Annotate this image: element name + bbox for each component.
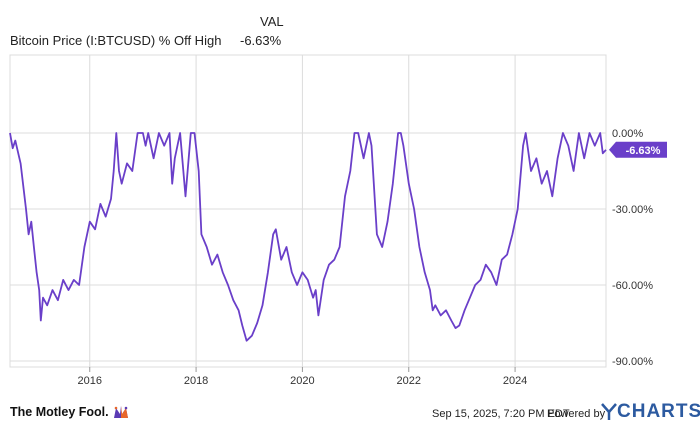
x-tick-label: 2022 [397,375,421,387]
last-value-tag [609,141,667,158]
legend-series-value: -6.63% [240,33,282,48]
y-tick-label: -60.00% [612,280,653,292]
last-value-label: -6.63% [626,145,661,157]
motley-fool-logo[interactable]: The Motley Fool. [10,405,129,419]
legend: VAL Bitcoin Price (I:BTCUSD) % Off High … [10,14,310,54]
x-tick-label: 2018 [184,375,208,387]
x-tick-label: 2024 [503,375,527,387]
legend-column-header: VAL [260,14,284,29]
ycharts-logo[interactable]: CHARTS [601,401,700,423]
powered-by-label: Powered by [547,408,606,420]
series-line [9,132,607,342]
legend-series-label: Bitcoin Price (I:BTCUSD) % Off High [10,33,222,48]
provider-name: CHARTS [617,401,700,422]
line-chart: 0.00% -30.00% -60.00% -90.00% 2016 2018 2020 20… [9,54,667,387]
x-tick-label: 2020 [290,375,314,387]
y-tick-label: -30.00% [612,204,653,216]
y-tick-label: 0.00% [612,128,643,140]
ycharts-y-icon [601,403,617,420]
plot-frame [9,54,607,368]
timestamp: Sep 15, 2025, 7:20 PM EDT [432,408,570,420]
footer: The Motley Fool. Sep 15, 2025, 7:20 PM E… [0,396,700,428]
brand-name: The Motley Fool. [10,405,109,419]
jester-hat-icon [113,406,128,418]
y-tick-label: -90.00% [612,356,653,368]
x-tick-label: 2016 [78,375,102,387]
